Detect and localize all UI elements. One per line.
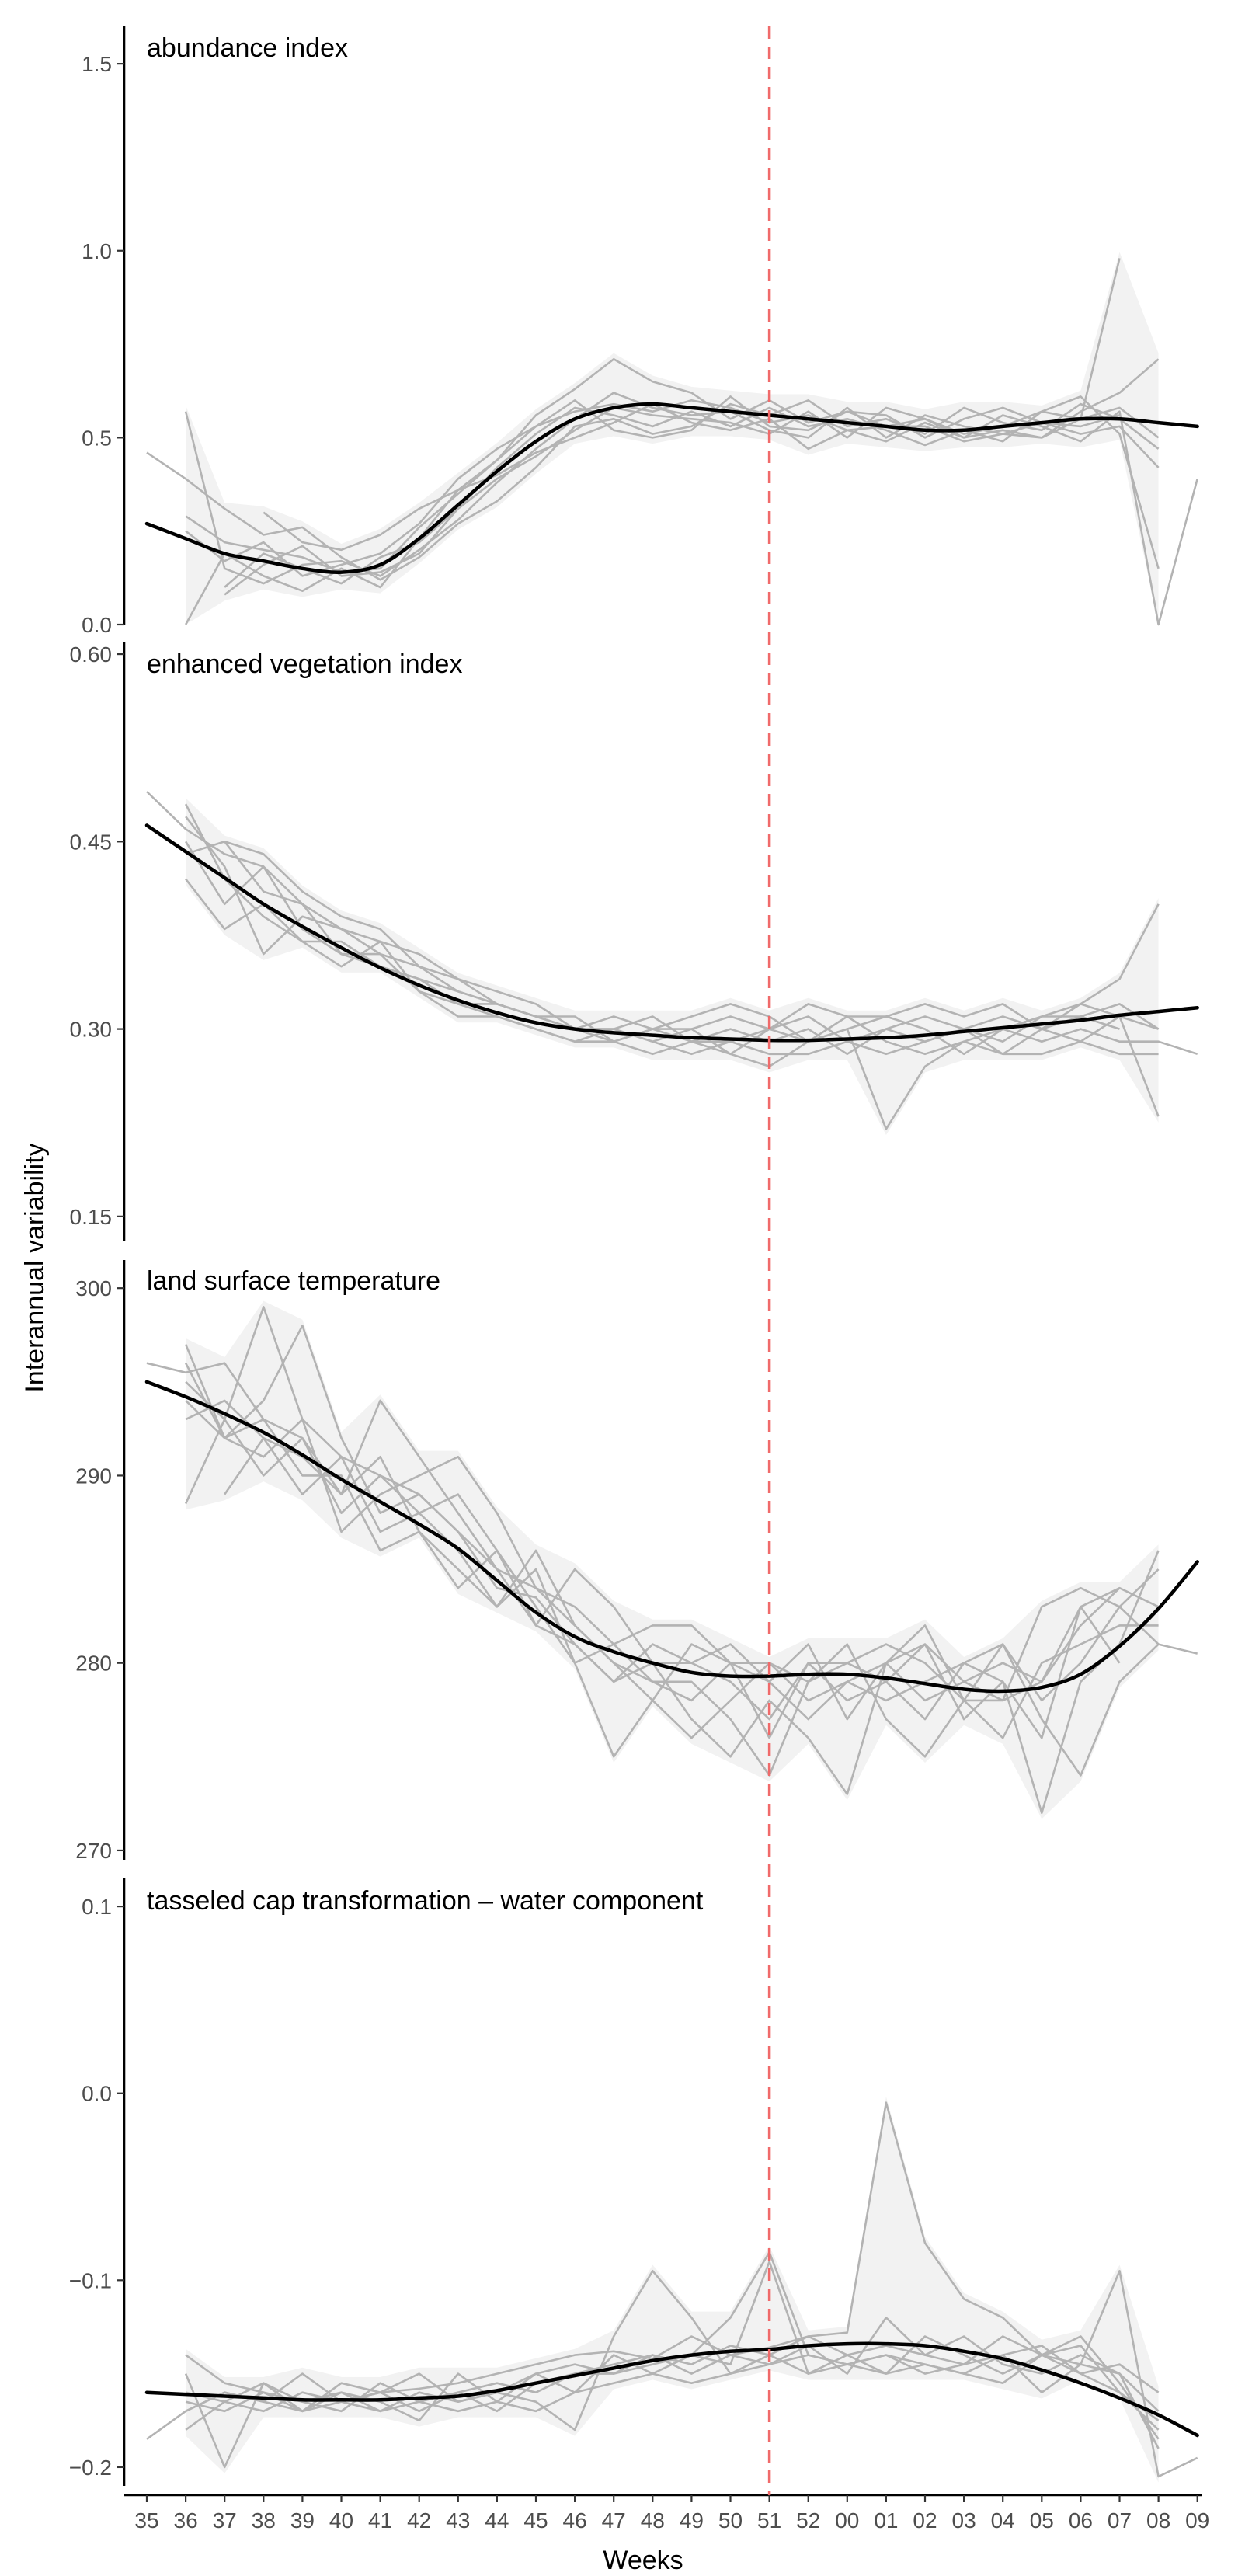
x-tick-label: 07 — [1108, 2508, 1132, 2532]
annual-line-1 — [146, 791, 1160, 1056]
y-tick-label: 280 — [75, 1652, 112, 1676]
x-tick-label: 36 — [174, 2508, 198, 2532]
y-tick-label: 0.5 — [82, 426, 112, 450]
x-tick-label: 00 — [835, 2508, 859, 2532]
panel-3: 270 280 290 300 — [75, 1260, 1199, 1863]
y-tick-label: 0.30 — [70, 1018, 113, 1042]
y-tick-label: −0.1 — [69, 2268, 112, 2292]
panel-title-lst: land surface temperature — [147, 1266, 440, 1296]
confidence-band — [186, 2096, 1159, 2483]
confidence-band — [186, 798, 1159, 1135]
smooth-trend-line — [144, 402, 1199, 574]
x-tick-label: 37 — [213, 2508, 237, 2532]
x-tick-label: 52 — [796, 2508, 820, 2532]
y-tick-label: 0.60 — [70, 642, 113, 667]
x-tick-label: 41 — [368, 2508, 392, 2532]
y-tick-label: 0.15 — [70, 1205, 113, 1229]
x-tick-label: 51 — [757, 2508, 781, 2532]
y-tick-label: 300 — [75, 1276, 112, 1300]
y-tick-label: 0.0 — [82, 613, 112, 637]
annual-line-8 — [185, 1380, 1160, 1721]
x-tick-label: 42 — [407, 2508, 431, 2532]
annual-line-5 — [185, 816, 1160, 1030]
x-tick-label: 39 — [290, 2508, 315, 2532]
x-tick-label: 06 — [1069, 2508, 1093, 2532]
annual-line-3 — [146, 399, 1160, 581]
x-tick-label: 40 — [329, 2508, 353, 2532]
panel-1: 0.0 0.5 1.0 1.5 — [82, 26, 1199, 637]
y-tick-label: 290 — [75, 1464, 112, 1488]
confidence-band — [186, 1300, 1159, 1819]
x-tick-label: 09 — [1185, 2508, 1209, 2532]
x-tick-label: 48 — [641, 2508, 665, 2532]
smooth-trend-line — [144, 1380, 1199, 1694]
x-tick-label: 46 — [563, 2508, 587, 2532]
y-tick-label: 1.0 — [82, 239, 112, 263]
x-tick-label: 49 — [680, 2508, 704, 2532]
panel-2: 0.15 0.30 0.45 0.60 — [70, 642, 1199, 1241]
annual-line-1 — [263, 258, 1121, 552]
annual-line-7 — [185, 1399, 1121, 1777]
annual-line-3 — [184, 1325, 1160, 1814]
y-axis-title: Interannual variability — [20, 1143, 50, 1392]
x-tick-label: 35 — [134, 2508, 158, 2532]
annual-line-7 — [185, 2335, 1160, 2431]
x-tick-label: 03 — [952, 2508, 976, 2532]
x-tick-label: 38 — [252, 2508, 276, 2532]
y-tick-label: 270 — [75, 1839, 112, 1863]
x-tick-label: 44 — [485, 2508, 509, 2532]
annual-line-4 — [185, 1399, 1159, 1795]
panel-title-tct-water: tasseled cap transformation – water comp… — [147, 1886, 704, 1916]
x-tick-label: 43 — [446, 2508, 470, 2532]
x-tick-label: 50 — [718, 2508, 743, 2532]
y-tick-label: 0.1 — [82, 1895, 112, 1919]
x-tick-label: 47 — [602, 2508, 626, 2532]
smooth-trend-line — [144, 823, 1199, 1043]
x-tick-label: 01 — [874, 2508, 898, 2532]
y-tick-label: −0.2 — [69, 2456, 112, 2480]
panel-title-abundance: abundance index — [147, 33, 348, 63]
panel-4: −0.2 −0.1 0.0 0.1 — [69, 1878, 1199, 2486]
annual-line-2 — [184, 803, 1160, 1130]
x-tick-label: 08 — [1146, 2508, 1170, 2532]
panel-title-evi: enhanced vegetation index — [147, 649, 462, 679]
x-axis: 35 36 37 38 39 40 41 42 43 44 45 46 47 48 49 50 51 52 00 01… — [124, 2494, 1209, 2532]
annual-line-8 — [224, 406, 1160, 596]
y-tick-label: 1.5 — [82, 52, 112, 76]
x-tick-label: 45 — [523, 2508, 548, 2532]
x-tick-label: 02 — [913, 2508, 937, 2532]
smooth-trend-line — [144, 2341, 1199, 2438]
annual-line-4 — [185, 2270, 1160, 2432]
x-tick-label: 04 — [991, 2508, 1015, 2532]
y-tick-label: 0.0 — [82, 2082, 112, 2106]
annual-line-6 — [224, 395, 1160, 588]
y-tick-label: 0.45 — [70, 830, 113, 854]
x-axis-title: Weeks — [603, 2546, 683, 2575]
annual-line-7 — [185, 395, 1120, 577]
x-tick-label: 05 — [1030, 2508, 1054, 2532]
annual-line-1 — [146, 2101, 1160, 2440]
panels-layer: 0.0 0.5 1.0 1.5 0.15 0.30 0.45 0.60 270 280 290 300… — [69, 26, 1209, 2532]
